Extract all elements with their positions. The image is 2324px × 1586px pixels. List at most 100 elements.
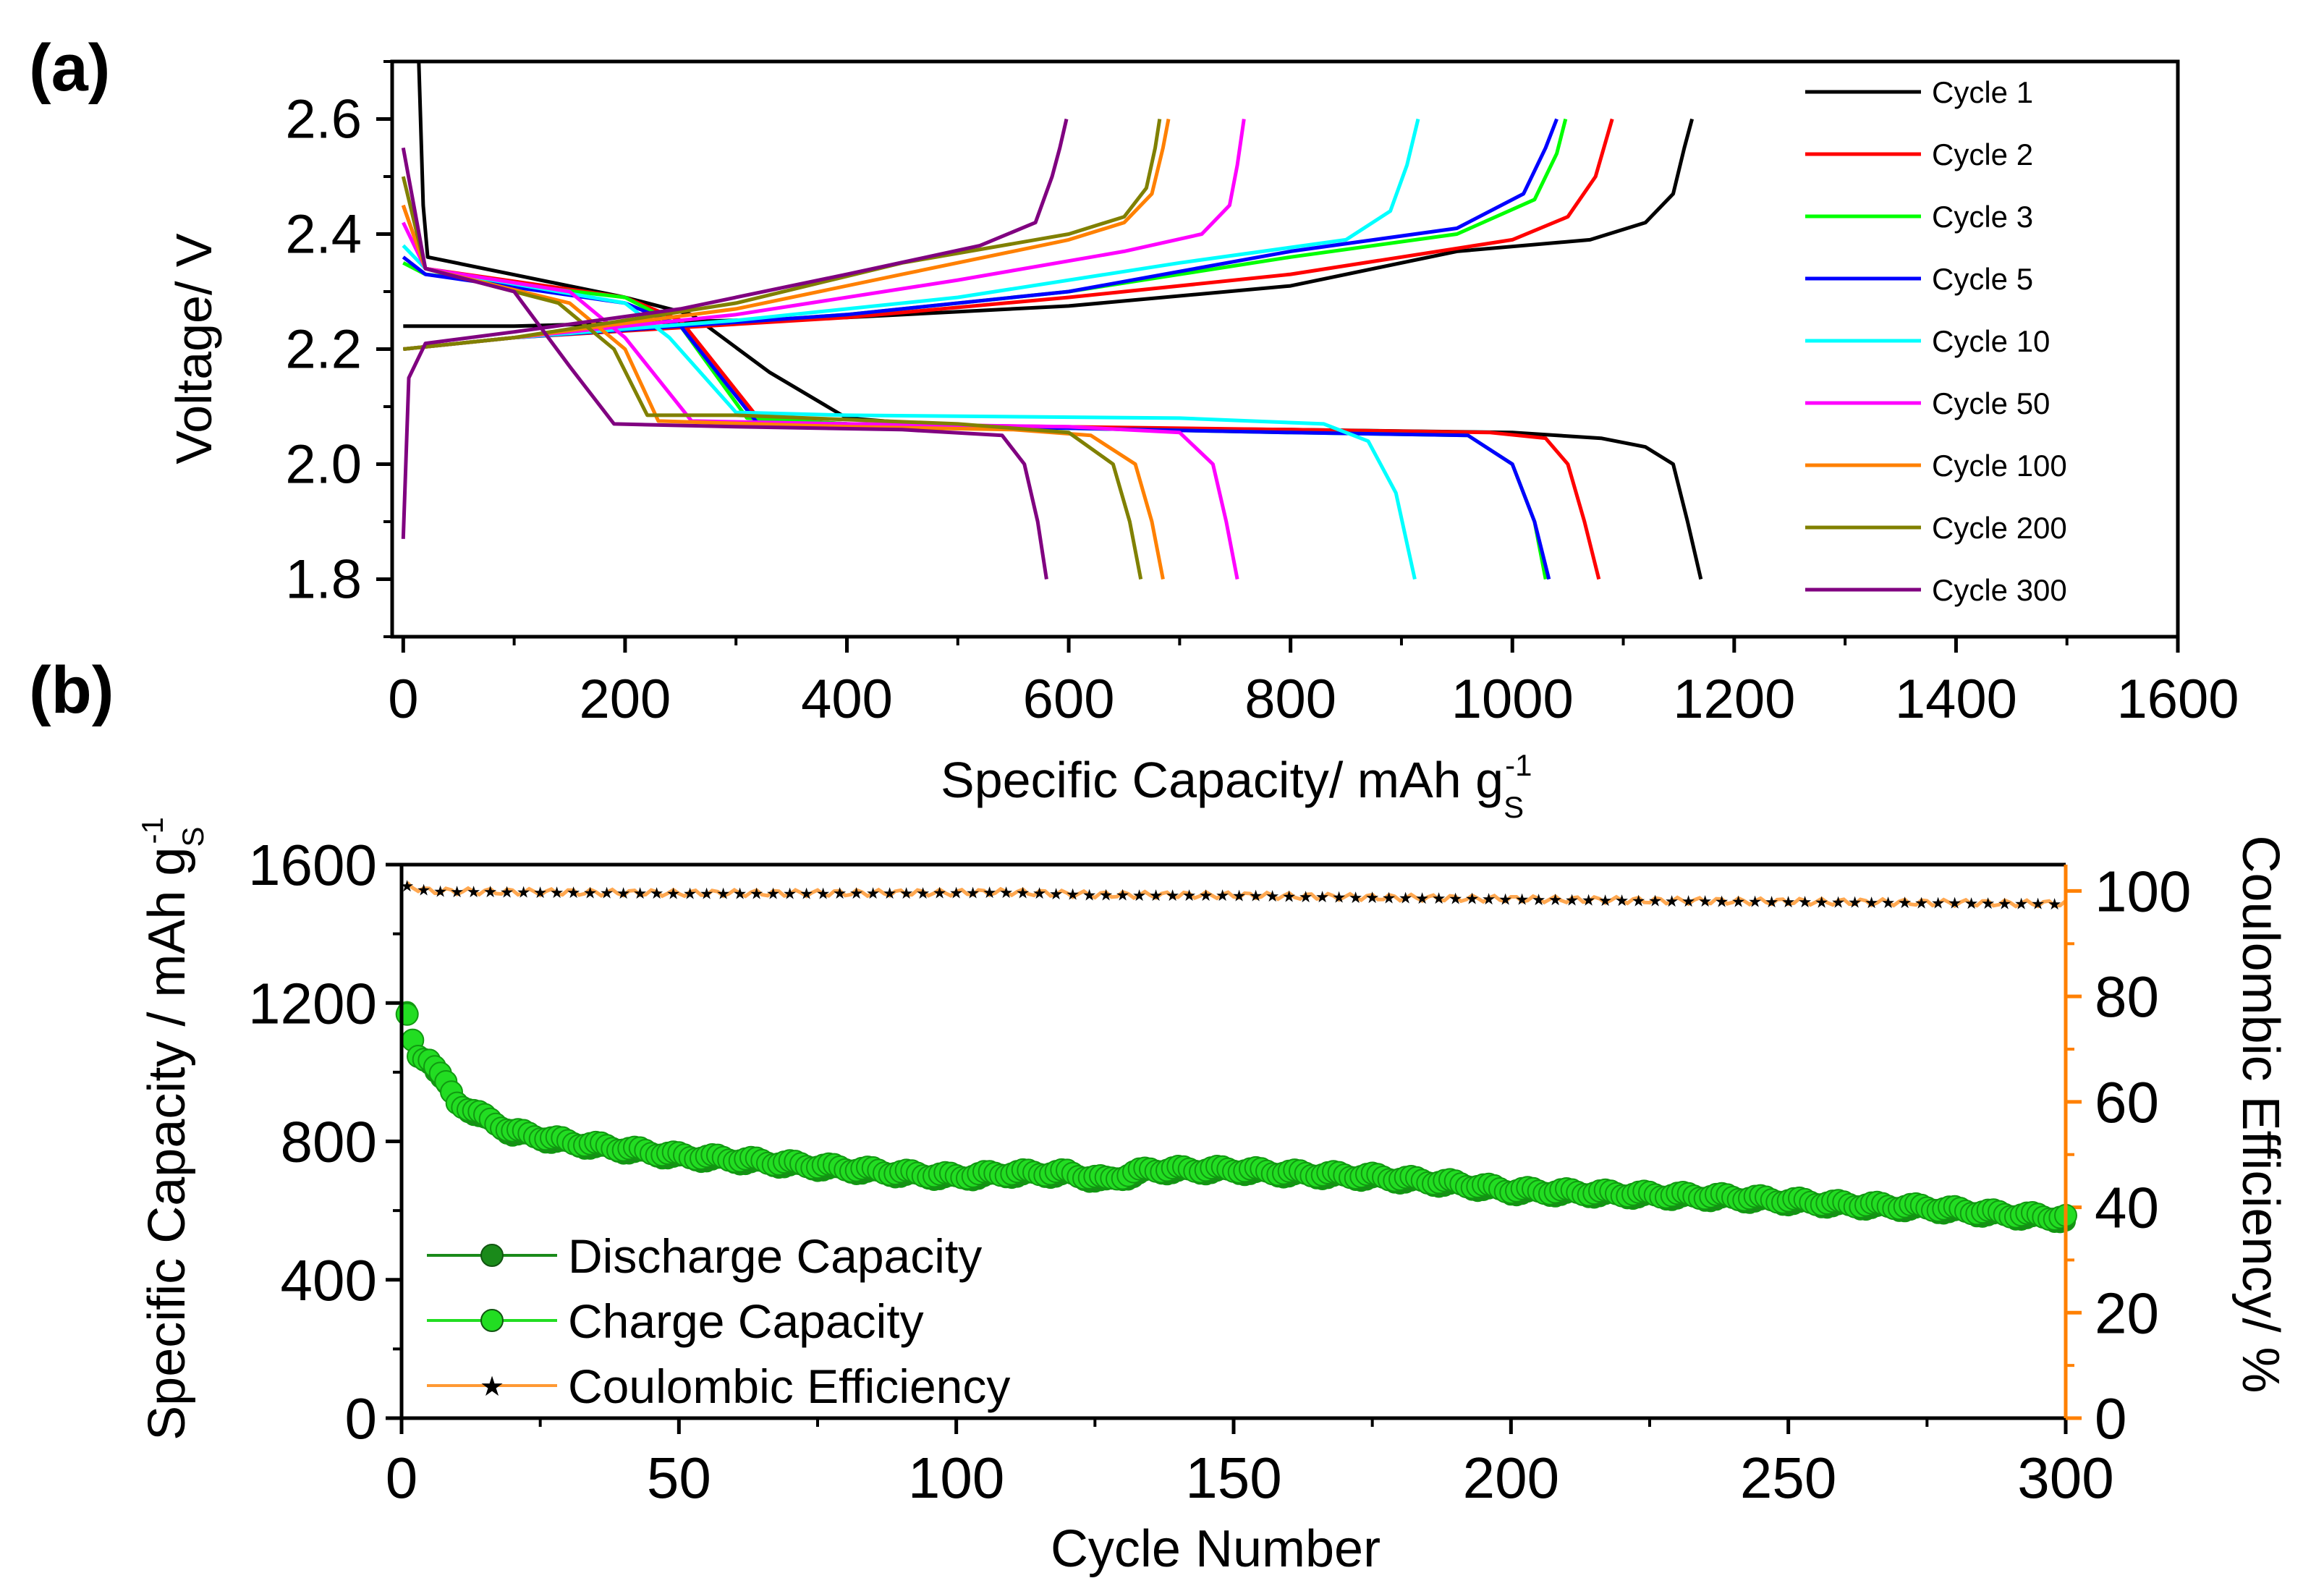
panel-b-x-tick-label: 100	[908, 1446, 1004, 1510]
coulombic-efficiency-marker: ★	[467, 883, 481, 901]
panel-a-label: (a)	[29, 31, 110, 105]
panel-a-y-axis-title: Voltage/ V	[166, 233, 222, 464]
coulombic-efficiency-marker: ★	[750, 884, 764, 902]
cycle-100-discharge-curve	[401, 204, 1165, 580]
panel-a-x-tick-label: 1200	[1673, 669, 1795, 730]
coulombic-efficiency-marker: ★	[1515, 891, 1530, 909]
panel-b-legend: Discharge Capacity Charge Capacity ★ Coulom…	[427, 1229, 1010, 1413]
coulombic-efficiency-marker: ★	[1232, 886, 1247, 904]
coulombic-efficiency-marker: ★	[2048, 895, 2062, 913]
cycle-5-charge-curve	[403, 118, 1558, 351]
coulombic-efficiency-marker: ★	[1731, 892, 1746, 910]
coulombic-efficiency-marker: ★	[1865, 894, 1879, 912]
coulombic-efficiency-marker: ★	[1914, 894, 1929, 912]
coulombic-efficiency-marker: ★	[1299, 888, 1313, 906]
coulombic-efficiency-marker: ★	[866, 884, 881, 902]
coulombic-efficiency-marker: ★	[1964, 894, 1979, 912]
coulombic-efficiency-marker: ★	[1382, 889, 1396, 907]
panel-b-y-tick-label: 400	[281, 1248, 377, 1313]
panel-b-right-y-tick-label: 0	[2095, 1386, 2127, 1451]
coulombic-efficiency-marker: ★	[899, 884, 914, 902]
coulombic-efficiency-marker: ★	[1216, 886, 1230, 904]
coulombic-efficiency-marker: ★	[1032, 884, 1047, 902]
legend-coulombic-efficiency-marker: ★	[480, 1372, 504, 1402]
coulombic-efficiency-marker: ★	[583, 883, 598, 902]
coulombic-efficiency-marker: ★	[550, 883, 564, 902]
panel-a-y-tick-label: 2.4	[285, 204, 362, 266]
coulombic-efficiency-marker: ★	[1332, 888, 1347, 906]
coulombic-efficiency-marker: ★	[666, 884, 681, 902]
coulombic-efficiency-marker: ★	[1132, 886, 1147, 904]
coulombic-efficiency-marker: ★	[1016, 883, 1030, 902]
legend-cycle-10-label: Cycle 10	[1932, 324, 2050, 358]
coulombic-efficiency-marker: ★	[1998, 894, 2012, 912]
coulombic-efficiency-marker: ★	[1498, 890, 1513, 908]
coulombic-efficiency-line	[405, 881, 2067, 909]
panel-b-label: (b)	[29, 653, 114, 727]
coulombic-efficiency-marker: ★	[1066, 886, 1080, 904]
coulombic-efficiency-marker: ★	[1565, 891, 1579, 909]
cycle-10-discharge-curve	[402, 244, 1417, 580]
legend-charge-capacity-label: Charge Capacity	[568, 1294, 924, 1348]
coulombic-efficiency-marker: ★	[966, 883, 980, 902]
panel-b-right-y-tick-label: 60	[2095, 1070, 2159, 1135]
legend-coulombic-efficiency-label: Coulombic Efficiency	[568, 1360, 1010, 1413]
legend-cycle-1-label: Cycle 1	[1932, 75, 2033, 109]
cycle-300-discharge-curve	[401, 147, 1048, 580]
cycle-1-discharge-curve	[417, 61, 1703, 580]
coulombic-efficiency-marker: ★	[1765, 893, 1779, 911]
coulombic-efficiency-marker: ★	[1648, 892, 1663, 910]
coulombic-efficiency-marker: ★	[1931, 894, 1946, 912]
coulombic-efficiency-marker: ★	[417, 881, 431, 899]
panel-a-y-tick-label: 2.0	[285, 434, 362, 496]
coulombic-efficiency-marker: ★	[1981, 894, 1996, 912]
panel-b-y-tick-label: 1600	[248, 833, 377, 897]
coulombic-efficiency-marker: ★	[1665, 892, 1679, 910]
coulombic-efficiency-marker: ★	[1798, 893, 1812, 911]
legend-cycle-2-label: Cycle 2	[1932, 137, 2033, 171]
coulombic-efficiency-marker: ★	[1465, 890, 1480, 908]
legend-cycle-200-label: Cycle 200	[1932, 511, 2067, 545]
coulombic-efficiency-marker: ★	[999, 883, 1014, 902]
cycle-3-charge-curve	[403, 118, 1568, 351]
coulombic-efficiency-marker: ★	[483, 883, 498, 901]
coulombic-efficiency-marker: ★	[716, 884, 731, 902]
coulombic-efficiency-marker: ★	[1948, 894, 1962, 912]
panel-b-x-tick-label: 200	[1463, 1446, 1559, 1510]
coulombic-efficiency-marker: ★	[1166, 886, 1180, 904]
cycle-50-discharge-curve	[402, 221, 1239, 580]
coulombic-efficiency-marker: ★	[1349, 889, 1363, 907]
coulombic-efficiency-marker: ★	[1415, 889, 1430, 907]
coulombic-efficiency-marker: ★	[1681, 892, 1696, 910]
coulombic-efficiency-marker: ★	[1715, 892, 1729, 910]
panel-a-x-tick-label: 200	[580, 669, 671, 730]
legend-cycle-100-label: Cycle 100	[1932, 449, 2067, 483]
panel-a-legend: Cycle 1 Cycle 2 Cycle 3 Cycle 5 Cycle 10 Cycl…	[1805, 75, 2067, 607]
coulombic-efficiency-marker: ★	[1748, 893, 1763, 911]
coulombic-efficiency-marker: ★	[700, 884, 714, 902]
coulombic-efficiency-marker: ★	[1116, 886, 1130, 904]
cycle-200-discharge-curve	[401, 176, 1143, 580]
panel-b-x-axis-title: Cycle Number	[1051, 1520, 1381, 1578]
coulombic-efficiency-marker: ★	[600, 884, 614, 902]
charge-capacity-point	[395, 1002, 419, 1026]
legend-discharge-capacity-marker	[480, 1244, 504, 1267]
coulombic-efficiency-marker: ★	[1149, 886, 1163, 904]
panel-b-right-y-tick-label: 80	[2095, 964, 2159, 1029]
panel-b-plot: 0 50 100 150 200 250 3000400800120016000204060…	[248, 833, 2191, 1510]
coulombic-efficiency-marker: ★	[1781, 893, 1796, 911]
panel-b-y-tick-label: 1200	[248, 971, 377, 1035]
panel-b-x-tick-label: 0	[386, 1446, 418, 1510]
panel-b-x-tick-label: 250	[1740, 1446, 1836, 1510]
panel-a-x-tick-label: 800	[1244, 669, 1336, 730]
coulombic-efficiency-marker: ★	[1265, 887, 1280, 905]
panel-a-x-tick-label: 400	[801, 669, 893, 730]
panel-a-frame	[390, 59, 2180, 639]
coulombic-efficiency-marker: ★	[2031, 895, 2045, 913]
panel-a-x-tick-label: 1600	[2116, 669, 2239, 730]
coulombic-efficiency-marker: ★	[1881, 894, 1896, 912]
coulombic-efficiency-marker: ★	[400, 877, 415, 895]
coulombic-efficiency-marker: ★	[833, 884, 847, 902]
coulombic-efficiency-marker: ★	[1399, 889, 1413, 907]
